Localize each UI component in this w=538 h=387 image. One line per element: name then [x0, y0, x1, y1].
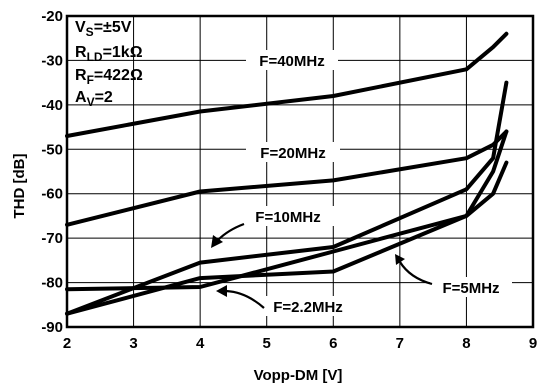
x-tick-label: 4 — [196, 335, 205, 352]
plot-frame — [65, 14, 535, 329]
x-tick-label: 7 — [396, 335, 404, 352]
y-tick-label: -40 — [41, 97, 63, 114]
x-tick-label: 5 — [263, 335, 271, 352]
series-label-2-2mhz: F=2.2MHz — [273, 299, 343, 316]
condition-rld: RLD=1kΩ — [75, 44, 143, 64]
series-label-5mhz: F=5MHz — [442, 280, 499, 297]
y-tick-label: -70 — [41, 230, 63, 247]
series-label-40mhz: F=40MHz — [259, 53, 324, 70]
series-line-f-40mhz — [65, 31, 509, 138]
series-labels: F=40MHz F=20MHz F=10MHz F=5MHz F=2.2MHz — [242, 50, 512, 316]
y-tick-label: -80 — [41, 275, 63, 292]
condition-vs: VS=±5V — [75, 19, 132, 39]
y-tick-label: -90 — [41, 319, 63, 336]
y-tick-label: -20 — [41, 8, 63, 25]
arrow-5mhz-head — [395, 254, 405, 265]
series-label-arrows — [211, 222, 433, 309]
condition-rf: RF=422Ω — [75, 67, 143, 87]
series-line-f-5mhz — [65, 160, 509, 316]
y-tick-label: -50 — [41, 141, 63, 158]
arrow-5mhz — [399, 261, 433, 286]
conditions-box: VS=±5V RLD=1kΩ RF=422Ω AV=2 — [75, 19, 143, 109]
x-tick-label: 6 — [329, 335, 337, 352]
y-axis-title: THD [dB] — [11, 154, 28, 219]
series-label-20mhz: F=20MHz — [260, 145, 325, 162]
x-tick-label: 9 — [529, 335, 537, 352]
x-axis-title: Vopp-DM [V] — [254, 367, 343, 384]
series-label-10mhz: F=10MHz — [255, 209, 320, 226]
series-line-f-10mhz — [65, 80, 509, 316]
x-tick-label: 3 — [129, 335, 137, 352]
tick-labels: 2 3 4 5 6 7 8 9 -90 -80 -70 -60 -50 -40 -30 -20 — [41, 8, 537, 352]
arrow-2-2mhz — [225, 289, 265, 309]
condition-av: AV=2 — [75, 89, 113, 109]
series-lines — [65, 31, 509, 316]
series-line-f-2-2mhz — [65, 129, 509, 292]
x-tick-label: 2 — [63, 335, 71, 352]
y-tick-label: -30 — [41, 52, 63, 69]
arrow-10mhz-head — [211, 235, 223, 248]
y-tick-label: -60 — [41, 186, 63, 203]
arrow-2-2mhz-head — [216, 285, 227, 297]
x-tick-label: 8 — [462, 335, 470, 352]
arrow-10mhz — [217, 222, 245, 241]
